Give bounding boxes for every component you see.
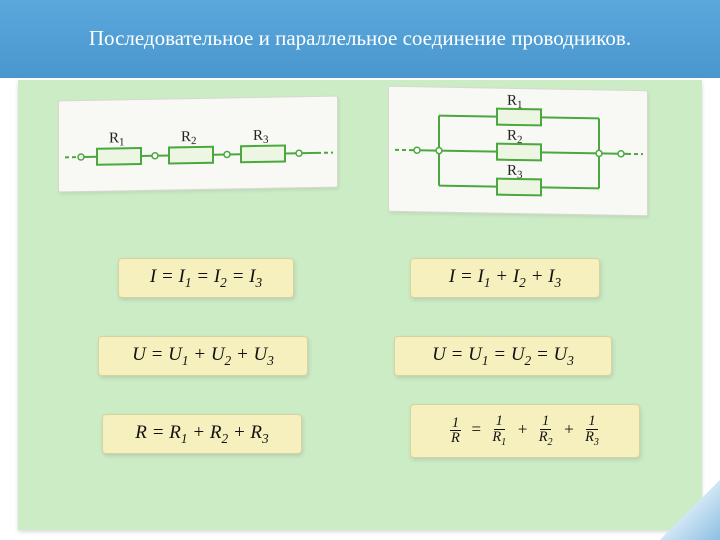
series-r1-label: R1 — [109, 130, 125, 148]
series-current-formula: I = I1 = I2 = I3 — [118, 258, 294, 298]
slide-stage: R1 R2 R3 — [18, 80, 702, 530]
slide-header: Последовательное и параллельное соединен… — [0, 0, 720, 78]
series-resistance-formula: R = R1 + R2 + R3 — [102, 414, 302, 454]
parallel-voltage-formula: U = U1 = U2 = U3 — [394, 336, 612, 376]
formula-text: I = I1 + I2 + I3 — [449, 266, 561, 291]
parallel-r2-label: R2 — [507, 128, 523, 146]
slide-corner-decoration — [660, 480, 720, 540]
parallel-circuit: R1 R2 R3 — [389, 87, 649, 218]
parallel-resistance-formula: 1R = 1R1 + 1R2 + 1R3 — [410, 404, 640, 458]
parallel-diagram-panel: R1 R2 R3 — [388, 86, 648, 217]
series-voltage-formula: U = U1 + U2 + U3 — [98, 336, 308, 376]
formula-text: U = U1 + U2 + U3 — [132, 344, 274, 369]
formula-text: R = R1 + R2 + R3 — [135, 422, 268, 447]
formula-text: U = U1 = U2 = U3 — [432, 344, 574, 369]
formula-text: I = I1 = I2 = I3 — [150, 266, 262, 291]
parallel-r1-label: R1 — [507, 93, 523, 111]
series-circuit: R1 R2 R3 — [59, 97, 339, 194]
slide-title: Последовательное и параллельное соединен… — [89, 25, 631, 52]
series-r2-label: R2 — [181, 129, 197, 147]
series-diagram-panel: R1 R2 R3 — [58, 96, 338, 193]
parallel-r3-label: R3 — [507, 163, 523, 181]
formula-text: 1R = 1R1 + 1R2 + 1R3 — [449, 414, 601, 447]
parallel-current-formula: I = I1 + I2 + I3 — [410, 258, 600, 298]
series-r3-label: R3 — [253, 128, 269, 146]
